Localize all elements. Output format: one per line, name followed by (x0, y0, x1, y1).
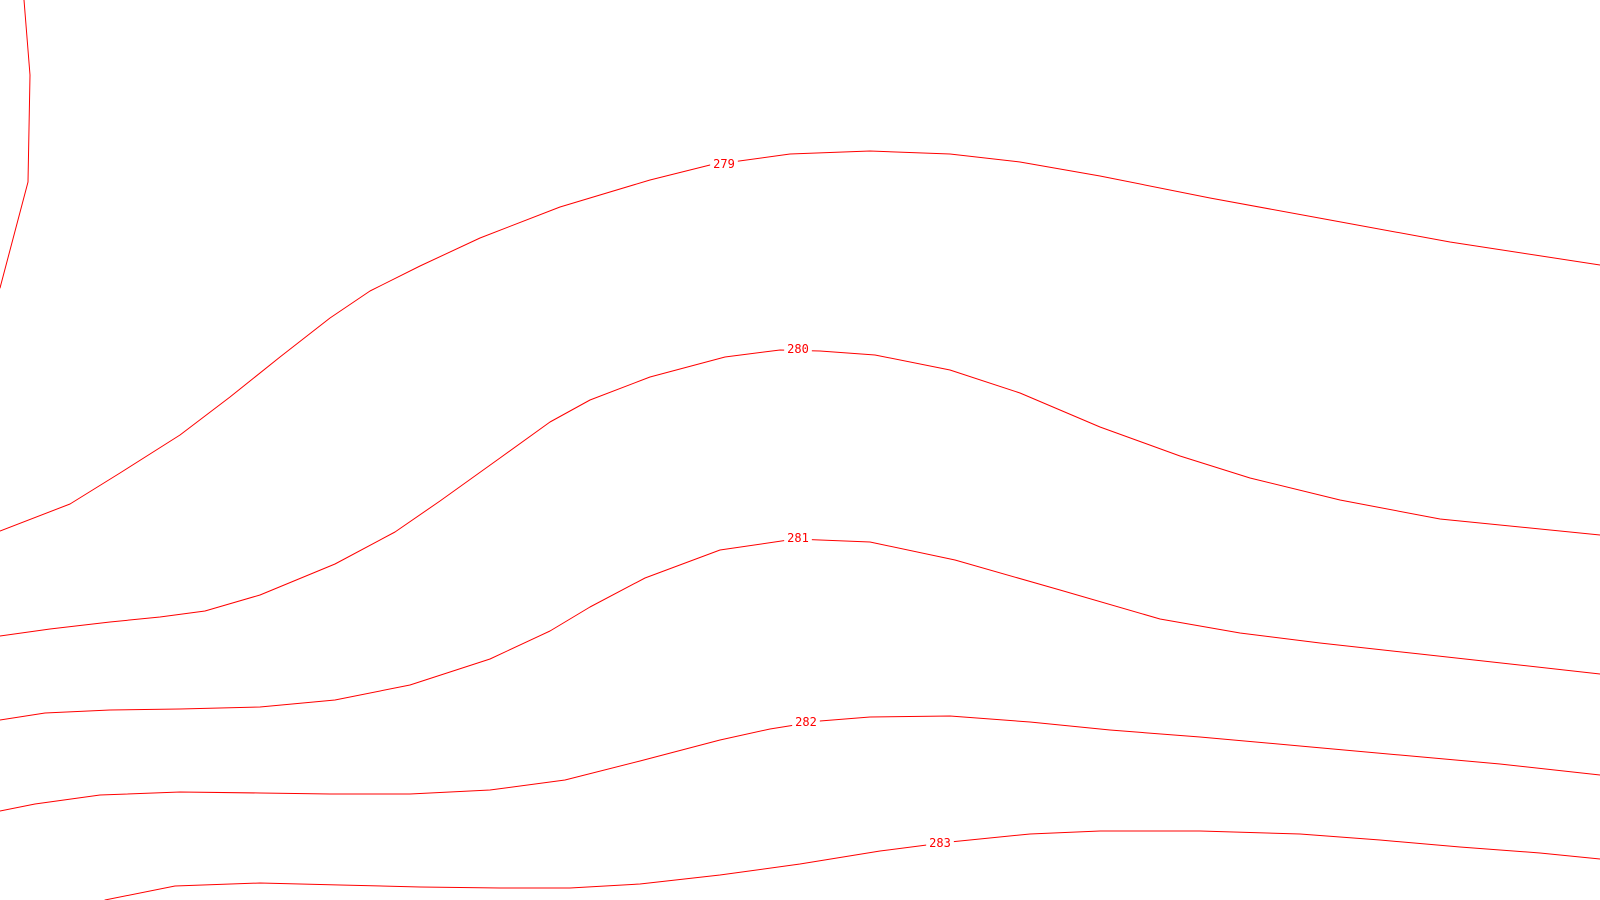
contour-label-gap (784, 530, 812, 546)
contour-label-279: 279 (713, 157, 735, 171)
contour-283: 283 (104, 830, 1600, 900)
contour-line-281 (0, 538, 1600, 721)
contour-line-279 (0, 150, 1600, 532)
contour-281: 281 (0, 530, 1600, 721)
contour-line-283 (104, 830, 1600, 900)
contour-label-283: 283 (929, 836, 951, 850)
contour-label-gap (710, 156, 738, 172)
contour-label-gap (792, 714, 820, 730)
contour-279: 279 (0, 150, 1600, 532)
contour-label-gap (784, 341, 812, 357)
contour-line-280 (0, 349, 1600, 637)
contour-line-282 (0, 715, 1600, 812)
contour-label-282: 282 (795, 715, 817, 729)
contour-282: 282 (0, 714, 1600, 812)
contour-label-281: 281 (787, 531, 809, 545)
contour-line-unlabeled (0, 0, 31, 289)
contour-label-280: 280 (787, 342, 809, 356)
contour-280: 280 (0, 341, 1600, 637)
contour-label-gap (926, 835, 954, 851)
